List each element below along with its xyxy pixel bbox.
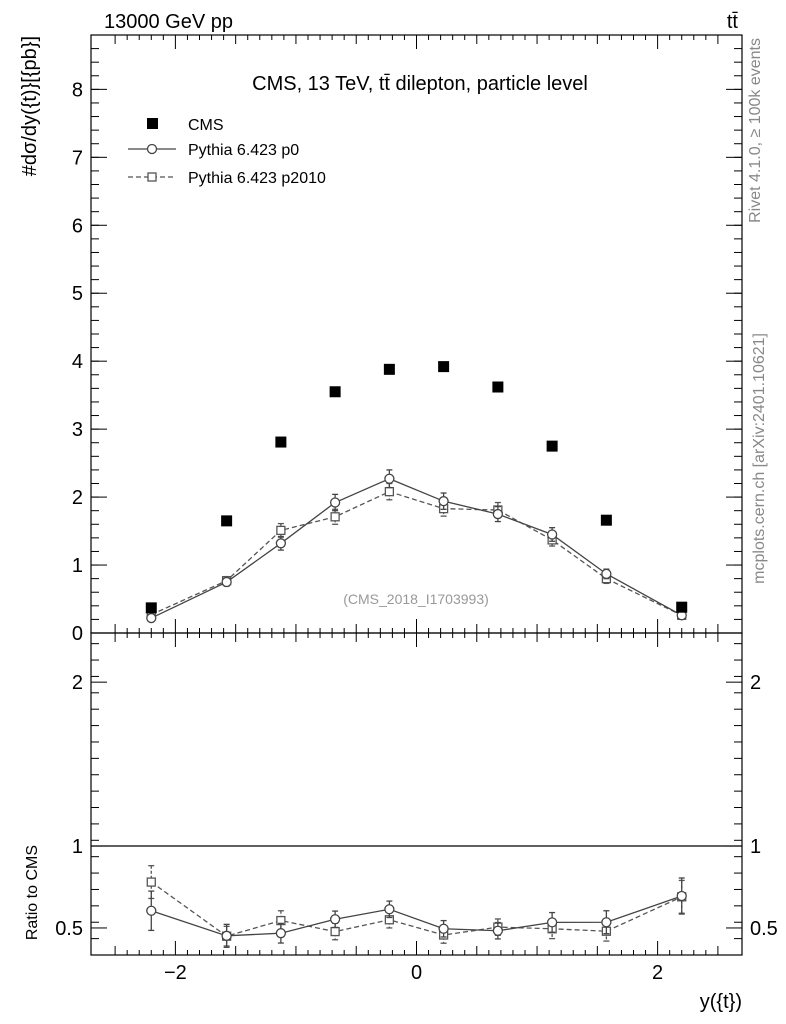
cms-point [676,601,688,613]
main-y-axis-label: #dσ/dy({t)}[{pb}] [19,36,41,176]
ratio-frame [90,632,743,956]
main-ticks: 0 1 2 3 4 5 6 7 8 [72,34,742,645]
x-tick-label: −2 [164,962,187,984]
cms-point [221,515,233,527]
ratio-p0-point [492,925,504,936]
ratio-p0-point [329,914,341,925]
ratio-p2010-point [330,926,340,937]
y-tick-label: 5 [72,283,83,305]
ratio-series-p0 [146,877,687,948]
cms-point [145,602,157,614]
p0-point [329,497,341,508]
ratio-p2010-point [146,877,156,887]
cms-point [438,361,450,373]
y-tick-label-right: 2 [750,672,761,694]
y-tick-label: 2 [72,487,83,509]
y-tick-label: 1 [72,555,83,577]
main-panel: CMS, 13 TeV, tt̄ dilepton, particle leve… [19,34,743,645]
x-tick-label: 2 [652,962,663,984]
y-tick-label: 0.5 [55,918,83,940]
cms-point [329,386,341,398]
cms-point [600,514,612,526]
p2010-point [384,487,395,497]
y-tick-label-right: 1 [750,836,761,858]
y-tick-label: 3 [72,419,83,441]
legend-marker-p0 [146,143,158,155]
legend-marker-cms [147,118,158,129]
y-tick-label: 2 [72,672,83,694]
p0-point [492,508,504,520]
cms-point [492,381,504,393]
cms-point [546,440,558,452]
ratio-p0-point [438,923,449,934]
y-tick-label: 1 [72,836,83,858]
x-axis-label: y({t}) [700,991,742,1013]
legend-label-p0: Pythia 6.423 p0 [188,142,299,159]
ratio-y-axis-label: Ratio to CMS [24,845,41,940]
series-cms [145,361,688,614]
p2010-point [276,525,286,536]
series-p0 [146,469,687,624]
ratio-p0-point [546,917,558,928]
y-tick-label-right: 0.5 [750,918,778,940]
ratio-p0-point [601,917,612,928]
ratio-panel: Ratio to CMS y({t}) −2 0 2 0.5 0.5 1 1 2 2 [24,632,778,1013]
ratio-p0-point [384,904,395,915]
cms-point [383,363,395,375]
p0-point [601,568,612,580]
rivet-label: Rivet 4.1.0, ≥ 100k events [747,38,764,223]
ratio-ticks: −2 0 2 0.5 0.5 1 1 2 2 [55,633,778,984]
header-final-state: tt̄ [727,11,739,33]
legend-marker-p2010 [147,172,157,182]
ratio-p2010-line [150,881,682,937]
header-process: 13000 GeV pp [104,11,233,33]
x-tick-label: 0 [411,962,422,984]
y-tick-label: 8 [72,79,83,101]
y-tick-label: 7 [72,147,83,169]
legend: CMS Pythia 6.423 p0 Pythia 6.423 p2010 [128,117,326,187]
main-title: CMS, 13 TeV, tt̄ dilepton, particle leve… [252,73,588,95]
p0-point [221,576,232,588]
p2010-point [330,512,340,522]
p0-point [438,496,449,507]
p2010-line [151,490,683,616]
ratio-p0-point [146,905,157,916]
ratio-p0-point [676,890,687,902]
legend-label-p2010: Pythia 6.423 p2010 [188,170,326,187]
ratio-p0-point [221,930,232,941]
mcplots-label: mcplots.cern.ch [arXiv:2401.10621] [751,333,768,584]
y-tick-label: 6 [72,215,83,237]
y-tick-label: 4 [72,351,83,373]
y-tick-label: 0 [72,623,83,645]
legend-label-cms: CMS [188,117,224,134]
ratio-p0-line [151,895,682,937]
p0-point [275,538,287,549]
cms-point [275,436,287,448]
p0-point [384,473,395,484]
ratio-p0-point [275,928,287,939]
p0-point [546,529,558,540]
p0-line [150,478,683,619]
watermark: (CMS_2018_I1703993) [343,591,489,607]
p0-point [146,612,157,624]
